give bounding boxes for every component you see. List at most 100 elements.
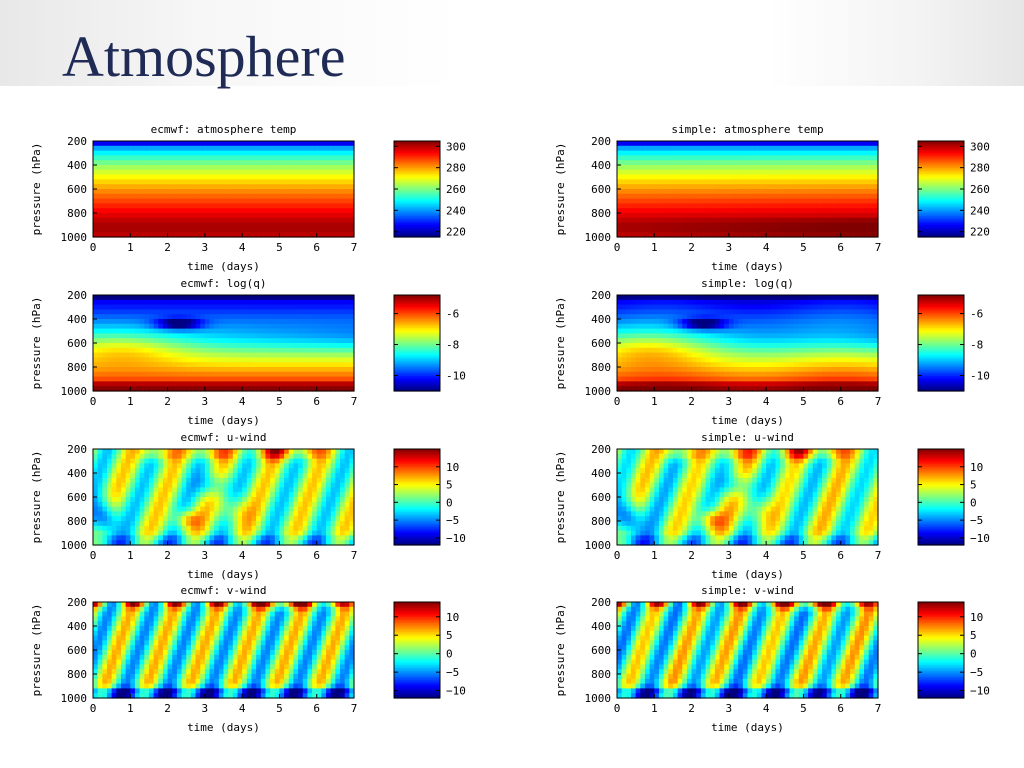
x-tick-label: 7 xyxy=(875,395,882,408)
heatmap-cell xyxy=(696,319,702,325)
heatmap-cell xyxy=(190,328,197,334)
heatmap-cell xyxy=(640,304,646,310)
heatmap-cell xyxy=(223,189,229,195)
heatmap-cell xyxy=(204,169,211,176)
heatmap-cell xyxy=(148,352,155,358)
heatmap-cell xyxy=(186,381,192,387)
heatmap-cell xyxy=(747,193,753,200)
heatmap-cell xyxy=(139,299,145,306)
heatmap-cell xyxy=(677,357,683,363)
heatmap-cell xyxy=(789,357,795,363)
heatmap-cell xyxy=(658,150,665,156)
heatmap-cell xyxy=(635,328,641,334)
heatmap-cell xyxy=(719,184,725,190)
heatmap-cell xyxy=(158,179,164,185)
colorbar-segment xyxy=(918,350,964,353)
heatmap-cell xyxy=(223,179,229,185)
heatmap-cell xyxy=(677,208,683,214)
heatmap-cell xyxy=(93,352,99,358)
heatmap-cell xyxy=(826,213,832,219)
heatmap-cell xyxy=(840,217,846,224)
heatmap-cell xyxy=(106,314,113,320)
heatmap-cell xyxy=(134,338,141,344)
heatmap-cell xyxy=(344,217,350,224)
heatmap-cell xyxy=(822,155,828,161)
heatmap-cell xyxy=(756,169,763,176)
heatmap-cell xyxy=(270,217,276,224)
colorbar-segment xyxy=(918,198,964,201)
heatmap-cell xyxy=(158,453,164,460)
heatmap-cell xyxy=(293,357,299,363)
colorbar-segment xyxy=(394,232,440,235)
heatmap-cell xyxy=(330,371,336,378)
heatmap-cell xyxy=(260,371,267,378)
heatmap-cell xyxy=(274,165,281,171)
heatmap-cell xyxy=(265,193,271,200)
heatmap-cell xyxy=(134,174,141,180)
heatmap-cell xyxy=(144,174,150,180)
heatmap-cell xyxy=(130,150,136,156)
heatmap-cell xyxy=(321,208,327,214)
heatmap-cell xyxy=(172,338,178,344)
heatmap-cell xyxy=(668,323,674,330)
heatmap-cell xyxy=(326,343,332,349)
heatmap-cell xyxy=(864,155,870,161)
colorbar-segment xyxy=(394,386,440,389)
heatmap-cell xyxy=(200,352,206,358)
heatmap-cell xyxy=(710,160,716,166)
heatmap-cell xyxy=(186,141,192,147)
heatmap-cell xyxy=(617,217,623,224)
heatmap-cell xyxy=(321,371,327,378)
heatmap-cell xyxy=(770,232,777,238)
colorbar-segment xyxy=(918,355,964,358)
heatmap-cell xyxy=(752,160,758,166)
colorbar-segment xyxy=(918,172,964,175)
heatmap-cell xyxy=(186,295,192,301)
colorbar-segment xyxy=(394,186,440,189)
heatmap-cell xyxy=(260,299,267,306)
heatmap-cell xyxy=(845,304,851,310)
heatmap-cell xyxy=(705,328,711,334)
heatmap-cell xyxy=(686,184,693,190)
heatmap-cell xyxy=(738,309,744,315)
heatmap-cell xyxy=(270,232,276,238)
colorbar-segment xyxy=(918,308,964,311)
heatmap-cell xyxy=(640,376,646,382)
heatmap-cell xyxy=(864,189,870,195)
heatmap-cell xyxy=(106,165,113,171)
heatmap-cell xyxy=(153,203,159,209)
heatmap-cell xyxy=(284,217,290,224)
heatmap-cell xyxy=(719,165,725,171)
heatmap-cell xyxy=(808,179,814,185)
heatmap-cell xyxy=(700,145,707,152)
heatmap-cell xyxy=(340,323,346,330)
heatmap-cell xyxy=(719,217,725,224)
heatmap-cell xyxy=(724,217,730,224)
heatmap-cell xyxy=(274,295,281,301)
heatmap-cell xyxy=(700,150,707,156)
heatmap-cell xyxy=(840,319,846,325)
heatmap-cell xyxy=(232,304,239,310)
heatmap-cell xyxy=(176,295,183,301)
heatmap-cell xyxy=(840,169,846,176)
heatmap-cell xyxy=(284,189,290,195)
heatmap-cell xyxy=(663,222,669,228)
heatmap-cell xyxy=(738,145,744,152)
x-axis-label: time (days) xyxy=(711,414,784,427)
heatmap-cell xyxy=(335,193,341,200)
heatmap-cell xyxy=(747,314,753,320)
heatmap-cell xyxy=(116,381,122,387)
heatmap-cell xyxy=(326,304,332,310)
heatmap-cell xyxy=(111,347,117,354)
colorbar-segment xyxy=(394,295,440,298)
heatmap-cell xyxy=(116,203,122,209)
heatmap-cell xyxy=(120,309,127,315)
heatmap-cell xyxy=(719,304,725,310)
heatmap-cell xyxy=(644,145,651,152)
heatmap-cell xyxy=(326,381,332,387)
heatmap-cell xyxy=(288,208,295,214)
heatmap-cell xyxy=(279,198,285,204)
y-tick-label: 200 xyxy=(591,289,611,302)
heatmap-cell xyxy=(195,179,201,185)
heatmap-cell xyxy=(270,381,276,387)
